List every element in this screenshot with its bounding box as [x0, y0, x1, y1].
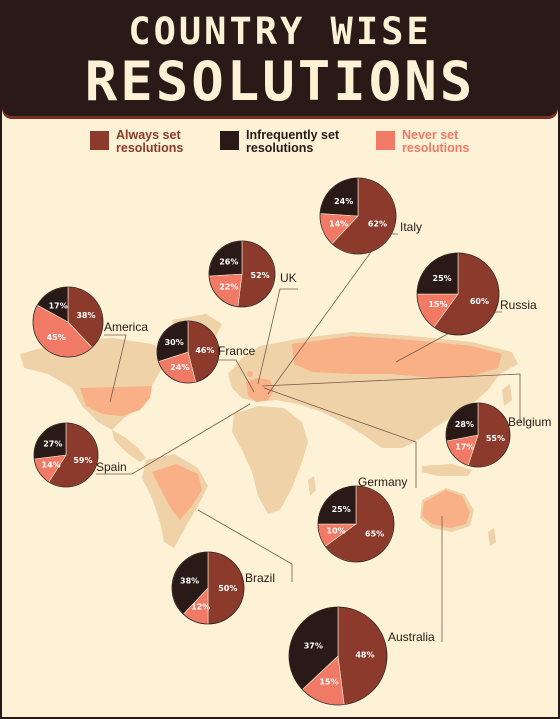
australia-highlight	[422, 490, 470, 528]
russia-highlight	[292, 336, 502, 378]
connector-germany	[263, 387, 417, 488]
pie-label-america-always: 38%	[76, 311, 95, 320]
pie-label-brazil-always: 50%	[218, 584, 237, 593]
pie-label-spain-always: 59%	[73, 456, 92, 465]
pie-label-uk-infrequently: 26%	[219, 258, 238, 267]
pie-outline-brazil	[171, 551, 245, 625]
brazil-highlight	[152, 464, 202, 520]
pie-outline-uk	[208, 240, 276, 308]
pie-france: 46% 24% 30%	[156, 320, 220, 384]
pie-charts: 62% 14% 24% 52% 22% 26% 60% 15% 25% 38% 45% 17% 46% 2…	[32, 177, 511, 706]
pie-brazil: 50% 12% 38%	[171, 551, 245, 625]
uk-highlight	[247, 371, 253, 377]
pie-outline-america	[32, 286, 104, 358]
connector-spain	[96, 403, 251, 475]
new-zealand-landmass	[488, 528, 496, 546]
pie-label-australia-never: 15%	[319, 677, 338, 686]
pie-label-russia-infrequently: 25%	[433, 274, 452, 283]
africa-landmass	[232, 406, 308, 514]
pie-label-germany-infrequently: 25%	[332, 505, 351, 514]
pie-label-italy-always: 62%	[368, 220, 387, 229]
pie-label-france-never: 24%	[170, 363, 189, 372]
connector-france	[218, 359, 255, 393]
pie-label-uk-never: 22%	[219, 282, 238, 291]
connector-uk	[257, 288, 298, 385]
pie-outline-italy	[319, 177, 397, 255]
pie-label-spain-never: 14%	[42, 460, 61, 469]
country-label-france: France	[218, 344, 256, 358]
pie-label-uk-always: 52%	[251, 271, 270, 280]
north-america-landmass	[20, 338, 172, 430]
country-label-america: America	[104, 320, 149, 334]
pie-outline-belgium	[445, 402, 511, 468]
pie-germany: 65% 10% 25%	[317, 485, 395, 563]
pie-label-russia-never: 15%	[428, 300, 447, 309]
highlighted-countries	[80, 336, 502, 528]
pie-italy: 62% 14% 24%	[319, 177, 397, 255]
japan-landmass	[502, 384, 512, 406]
indonesia-landmass	[422, 464, 472, 476]
pie-spain: 59% 14% 27%	[33, 422, 99, 488]
pie-label-germany-never: 10%	[327, 527, 346, 536]
country-label-russia: Russia	[500, 298, 537, 312]
pie-outline-france	[156, 320, 220, 384]
pie-label-belgium-infrequently: 28%	[455, 420, 474, 429]
legend-swatch-infrequently	[220, 131, 239, 150]
pie-belgium: 55% 17% 28%	[445, 402, 511, 468]
pie-label-australia-always: 48%	[355, 650, 374, 659]
legend-label-infrequently: Infrequently set resolutions	[246, 128, 340, 155]
madagascar-landmass	[308, 476, 316, 496]
pie-label-italy-infrequently: 24%	[334, 197, 353, 206]
legend-swatch-never	[376, 131, 395, 150]
pie-label-belgium-never: 17%	[455, 443, 474, 452]
pie-label-america-never: 45%	[47, 333, 66, 342]
title-line-1: COUNTRY WISE	[128, 10, 432, 53]
pie-label-belgium-always: 55%	[486, 434, 505, 443]
pie-outline-germany	[317, 485, 395, 563]
pie-label-france-infrequently: 30%	[165, 338, 184, 347]
country-label-spain: Spain	[96, 460, 127, 474]
legend-swatch-always	[90, 131, 109, 150]
usa-highlight	[80, 386, 152, 416]
pie-label-france-always: 46%	[195, 346, 214, 355]
pie-outline-spain	[33, 422, 99, 488]
pie-label-america-infrequently: 17%	[49, 301, 68, 310]
connector-brazil	[197, 509, 293, 582]
legend-label-always: Always set resolutions	[116, 128, 184, 155]
title-line-2: RESOLUTIONS	[84, 50, 476, 113]
country-label-germany: Germany	[358, 475, 408, 489]
pie-label-brazil-never: 12%	[191, 602, 210, 611]
pie-label-italy-never: 14%	[329, 220, 348, 229]
legend-label-never: Never set resolutions	[402, 128, 470, 155]
pie-label-spain-infrequently: 27%	[43, 439, 62, 448]
pie-america: 38% 45% 17%	[32, 286, 104, 358]
pie-outline-russia	[416, 252, 500, 336]
country-label-brazil: Brazil	[245, 571, 276, 585]
pie-uk: 52% 22% 26%	[208, 240, 276, 308]
connector-america	[104, 334, 127, 403]
pie-label-brazil-infrequently: 38%	[180, 577, 199, 586]
country-label-australia: Australia	[388, 630, 435, 644]
connector-belgium	[261, 373, 521, 422]
pie-label-australia-infrequently: 37%	[304, 641, 323, 650]
title-banner: COUNTRY WISE RESOLUTIONS	[2, 2, 558, 116]
country-label-belgium: Belgium	[508, 415, 552, 429]
country-label-uk: UK	[280, 271, 297, 285]
pie-russia: 60% 15% 25%	[416, 252, 500, 336]
pie-australia: 48% 15% 37%	[288, 606, 388, 706]
central-america-landmass	[112, 430, 146, 462]
connector-lines	[96, 233, 521, 642]
country-label-italy: Italy	[400, 220, 423, 234]
pie-label-germany-always: 65%	[365, 530, 384, 539]
pie-outline-australia	[288, 606, 388, 706]
pie-label-russia-always: 60%	[470, 297, 489, 306]
